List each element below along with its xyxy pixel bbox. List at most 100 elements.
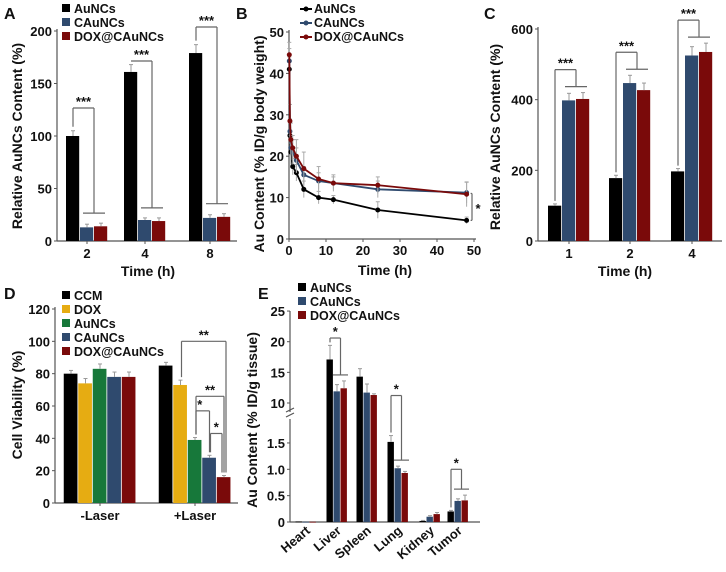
y-tick-label: 20 bbox=[270, 149, 284, 164]
data-point bbox=[330, 180, 336, 186]
bar-cauncs bbox=[138, 220, 152, 241]
bar-cauncs bbox=[394, 468, 401, 522]
y-tick-label: 30 bbox=[270, 108, 284, 123]
y-tick-label: 80 bbox=[36, 367, 50, 382]
x-tick-label: +Laser bbox=[174, 508, 216, 523]
bar-auncs bbox=[92, 368, 107, 503]
y-tick-label: 50 bbox=[38, 182, 52, 197]
legend-swatch bbox=[62, 18, 70, 26]
bar-cauncs bbox=[80, 227, 94, 241]
data-point bbox=[316, 195, 322, 201]
bar-auncs bbox=[447, 511, 454, 522]
y-axis-title: Au Content (% ID/g body weight) bbox=[251, 36, 267, 253]
significance-label: *** bbox=[199, 13, 215, 28]
bar-dox-at-cauncs bbox=[461, 500, 468, 522]
bar-cauncs bbox=[107, 376, 121, 503]
data-point bbox=[464, 217, 470, 223]
bar-dox-at-cauncs bbox=[340, 388, 347, 413]
y-tick-label: 25 bbox=[271, 304, 285, 319]
legend-label: CAuNCs bbox=[74, 16, 125, 30]
significance-label: *** bbox=[558, 56, 574, 71]
y-tick-label: 200 bbox=[30, 24, 52, 39]
legend-swatch bbox=[298, 283, 306, 291]
bar-cauncs bbox=[363, 413, 370, 522]
legend-swatch bbox=[62, 347, 70, 355]
bar-dox-at-cauncs bbox=[217, 216, 231, 241]
x-tick-label: 1 bbox=[565, 246, 572, 261]
x-tick-label: 20 bbox=[356, 243, 370, 258]
y-tick-label: 150 bbox=[30, 77, 52, 92]
significance-label: * bbox=[214, 419, 220, 434]
bar-auncs bbox=[419, 520, 426, 522]
axis-break-line bbox=[285, 407, 295, 413]
y-tick-label: 1.0 bbox=[267, 462, 285, 477]
data-point bbox=[290, 145, 296, 151]
x-tick-label: 50 bbox=[467, 243, 481, 258]
bar-auncs bbox=[326, 413, 333, 522]
data-point bbox=[316, 176, 322, 182]
y-tick-label: 0 bbox=[277, 232, 284, 247]
panel-letter: C bbox=[484, 6, 496, 23]
x-axis-title: Time (h) bbox=[121, 263, 175, 279]
data-point bbox=[464, 191, 470, 197]
data-point bbox=[330, 197, 336, 203]
y-tick-label: 0 bbox=[278, 515, 285, 530]
bar-dox-at-cauncs bbox=[370, 395, 377, 413]
bar-dox-at-cauncs bbox=[309, 521, 316, 523]
bar-cauncs bbox=[333, 391, 340, 413]
series-line-dox-at-cauncs bbox=[288, 54, 467, 196]
y-tick-label: 40 bbox=[270, 66, 284, 81]
bar-cauncs bbox=[562, 100, 576, 241]
significance-label: *** bbox=[681, 6, 697, 21]
legend-swatch bbox=[62, 291, 70, 299]
significance-label: *** bbox=[619, 38, 635, 53]
bar-cauncs bbox=[426, 516, 433, 522]
bar-dox-at-cauncs bbox=[152, 221, 166, 241]
legend-point-marker bbox=[303, 20, 309, 26]
bar-cauncs bbox=[202, 457, 216, 503]
y-tick-label: 10 bbox=[270, 191, 284, 206]
bar-auncs bbox=[326, 359, 333, 413]
panel-B: B 0 10 20 30 40 50 0 10 20 30 40 50 Time (h) Au Conten… bbox=[236, 2, 481, 278]
legend-label: AuNCs bbox=[310, 281, 352, 295]
y-tick-label: 400 bbox=[511, 93, 533, 108]
y-tick-label: 20 bbox=[36, 464, 50, 479]
y-tick-label: 100 bbox=[28, 334, 50, 349]
legend-label: AuNCs bbox=[74, 317, 116, 331]
bar-dox-at-cauncs bbox=[576, 98, 590, 242]
legend-label: CAuNCs bbox=[74, 331, 125, 345]
panel-letter: A bbox=[4, 6, 16, 23]
x-tick-label: 8 bbox=[206, 246, 213, 261]
legend-label: DOX@CAuNCs bbox=[74, 345, 164, 359]
x-tick-label: 30 bbox=[393, 243, 407, 258]
x-tick-label: 4 bbox=[688, 246, 696, 261]
bar-auncs bbox=[387, 441, 394, 522]
significance-label: *** bbox=[134, 47, 150, 62]
legend-swatch bbox=[62, 32, 70, 40]
significance-label: ** bbox=[205, 382, 216, 397]
y-tick-label: 200 bbox=[511, 163, 533, 178]
legend-point-marker bbox=[303, 6, 309, 12]
panel-C: C 0 200 400 600 1 2 4 Time (h) Relative AuNCs Con… bbox=[484, 6, 722, 279]
x-axis-title: Time (h) bbox=[358, 262, 412, 278]
significance-label: * bbox=[475, 201, 481, 216]
y-tick-label: 600 bbox=[511, 22, 533, 37]
bar-cauncs bbox=[333, 413, 340, 522]
x-tick-label: 2 bbox=[626, 246, 633, 261]
y-tick-label: 0 bbox=[43, 496, 50, 511]
y-tick-label: 10 bbox=[271, 396, 285, 411]
x-axis-title: Time (h) bbox=[598, 263, 652, 279]
bar-cauncs bbox=[363, 392, 370, 413]
y-tick-label: 0 bbox=[526, 234, 533, 249]
bar-auncs bbox=[124, 71, 138, 241]
panel-letter: D bbox=[4, 286, 16, 303]
bar-auncs bbox=[66, 136, 80, 241]
bar-cauncs bbox=[623, 83, 637, 241]
y-axis-title: Cell Viability (%) bbox=[9, 351, 25, 460]
data-point bbox=[301, 186, 307, 192]
y-tick-label: 100 bbox=[30, 129, 52, 144]
significance-label: * bbox=[197, 397, 203, 412]
series-line-auncs bbox=[288, 69, 467, 222]
bar-dox-at-cauncs bbox=[216, 477, 231, 503]
